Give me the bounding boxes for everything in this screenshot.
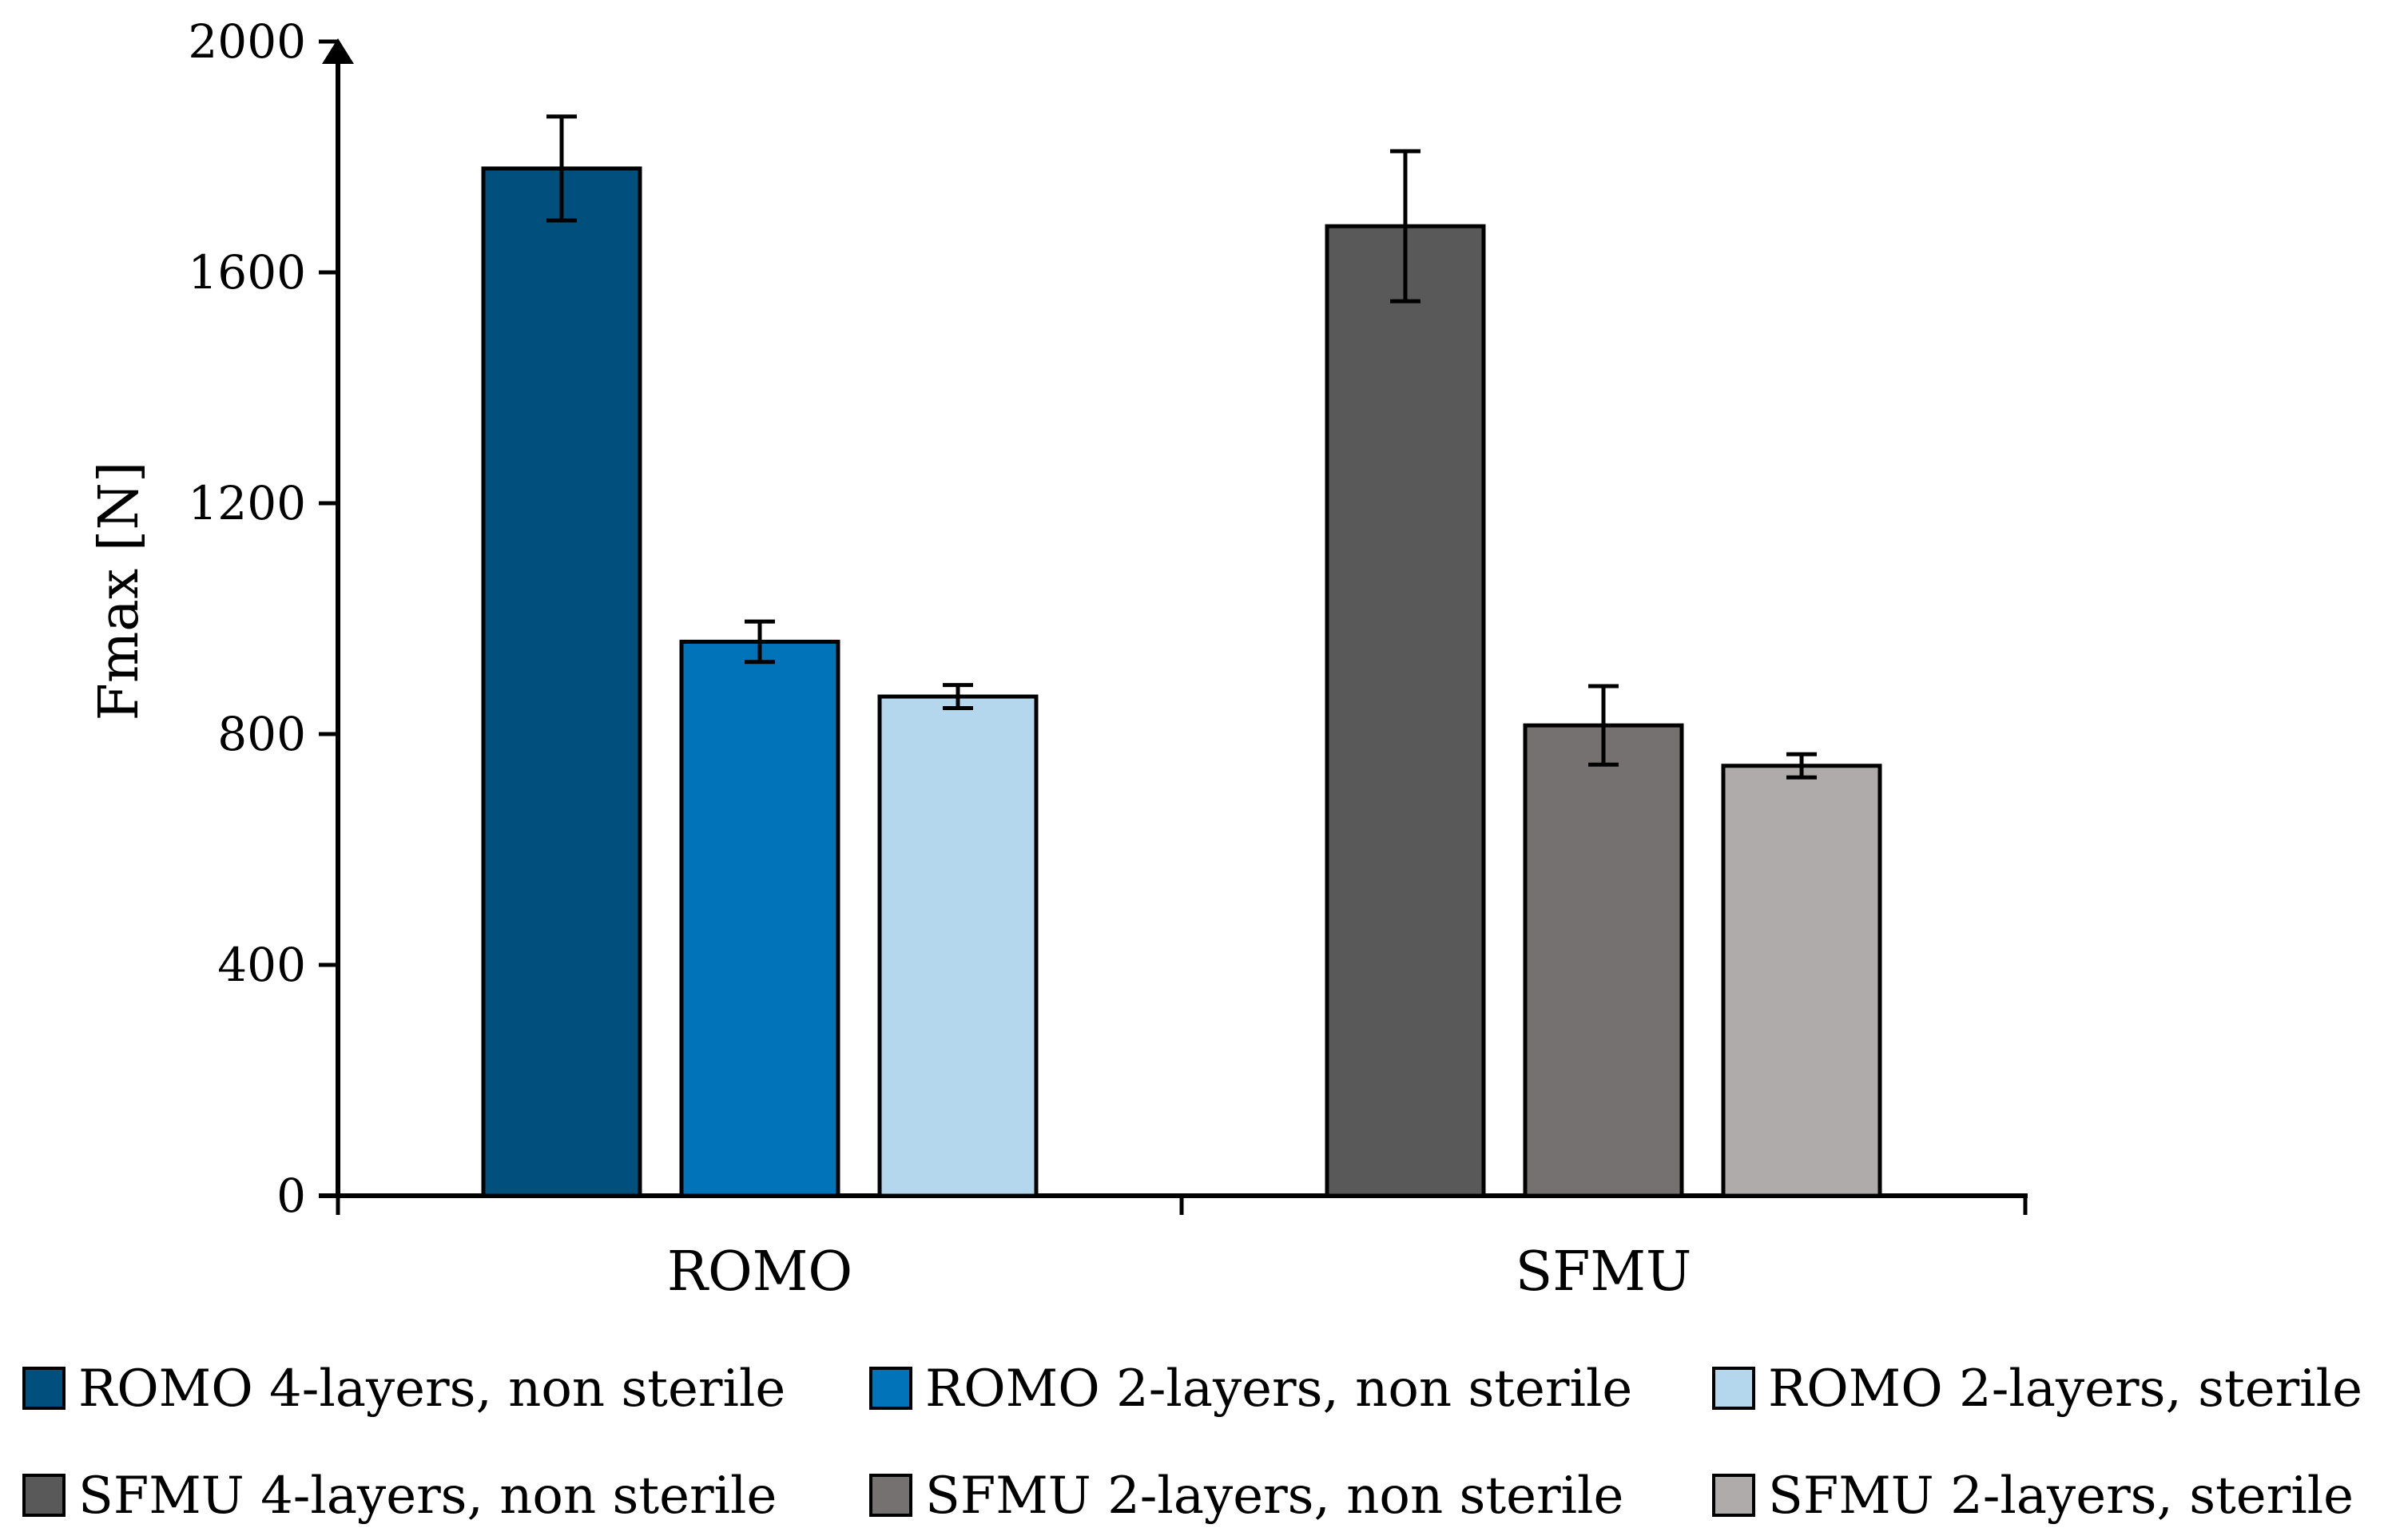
legend-swatch	[22, 1474, 66, 1517]
bar	[679, 639, 840, 1198]
y-tick-label: 1600	[188, 245, 306, 300]
legend-swatch	[1712, 1474, 1755, 1517]
bar	[1721, 764, 1882, 1198]
bar	[877, 694, 1039, 1198]
legend-label: SFMU 2-layers, sterile	[1768, 1467, 2354, 1526]
bar	[481, 166, 642, 1198]
plot-area: 0 400 800 1200 1600 2000 ROMO SFMU	[188, 14, 2028, 1304]
legend-label: SFMU 4-layers, non sterile	[78, 1467, 777, 1526]
y-axis-arrow-icon	[322, 38, 354, 64]
y-tick-label: 400	[217, 938, 306, 992]
bar	[1325, 224, 1486, 1198]
legend-label: ROMO 2-layers, sterile	[1768, 1359, 2362, 1419]
legend-label: SFMU 2-layers, non sterile	[925, 1467, 1623, 1526]
x-category-label: SFMU	[1516, 1240, 1692, 1304]
legend-swatch	[869, 1367, 912, 1410]
x-category-label: ROMO	[667, 1240, 852, 1304]
legend-label: ROMO 4-layers, non sterile	[78, 1359, 785, 1419]
y-tick-label: 0	[276, 1169, 306, 1223]
legend-swatch	[22, 1367, 66, 1410]
y-tick-label: 2000	[188, 14, 306, 69]
legend-label: ROMO 2-layers, non sterile	[925, 1359, 1632, 1419]
legend: ROMO 4-layers, non sterile ROMO 2-layers,…	[22, 1359, 2362, 1526]
legend-swatch	[1712, 1367, 1755, 1410]
y-axis-title: Fmax [N]	[88, 462, 151, 721]
legend-swatch	[869, 1474, 912, 1517]
y-tick-label: 800	[217, 707, 306, 761]
bar	[1523, 723, 1684, 1198]
y-tick-label: 1200	[188, 476, 306, 530]
